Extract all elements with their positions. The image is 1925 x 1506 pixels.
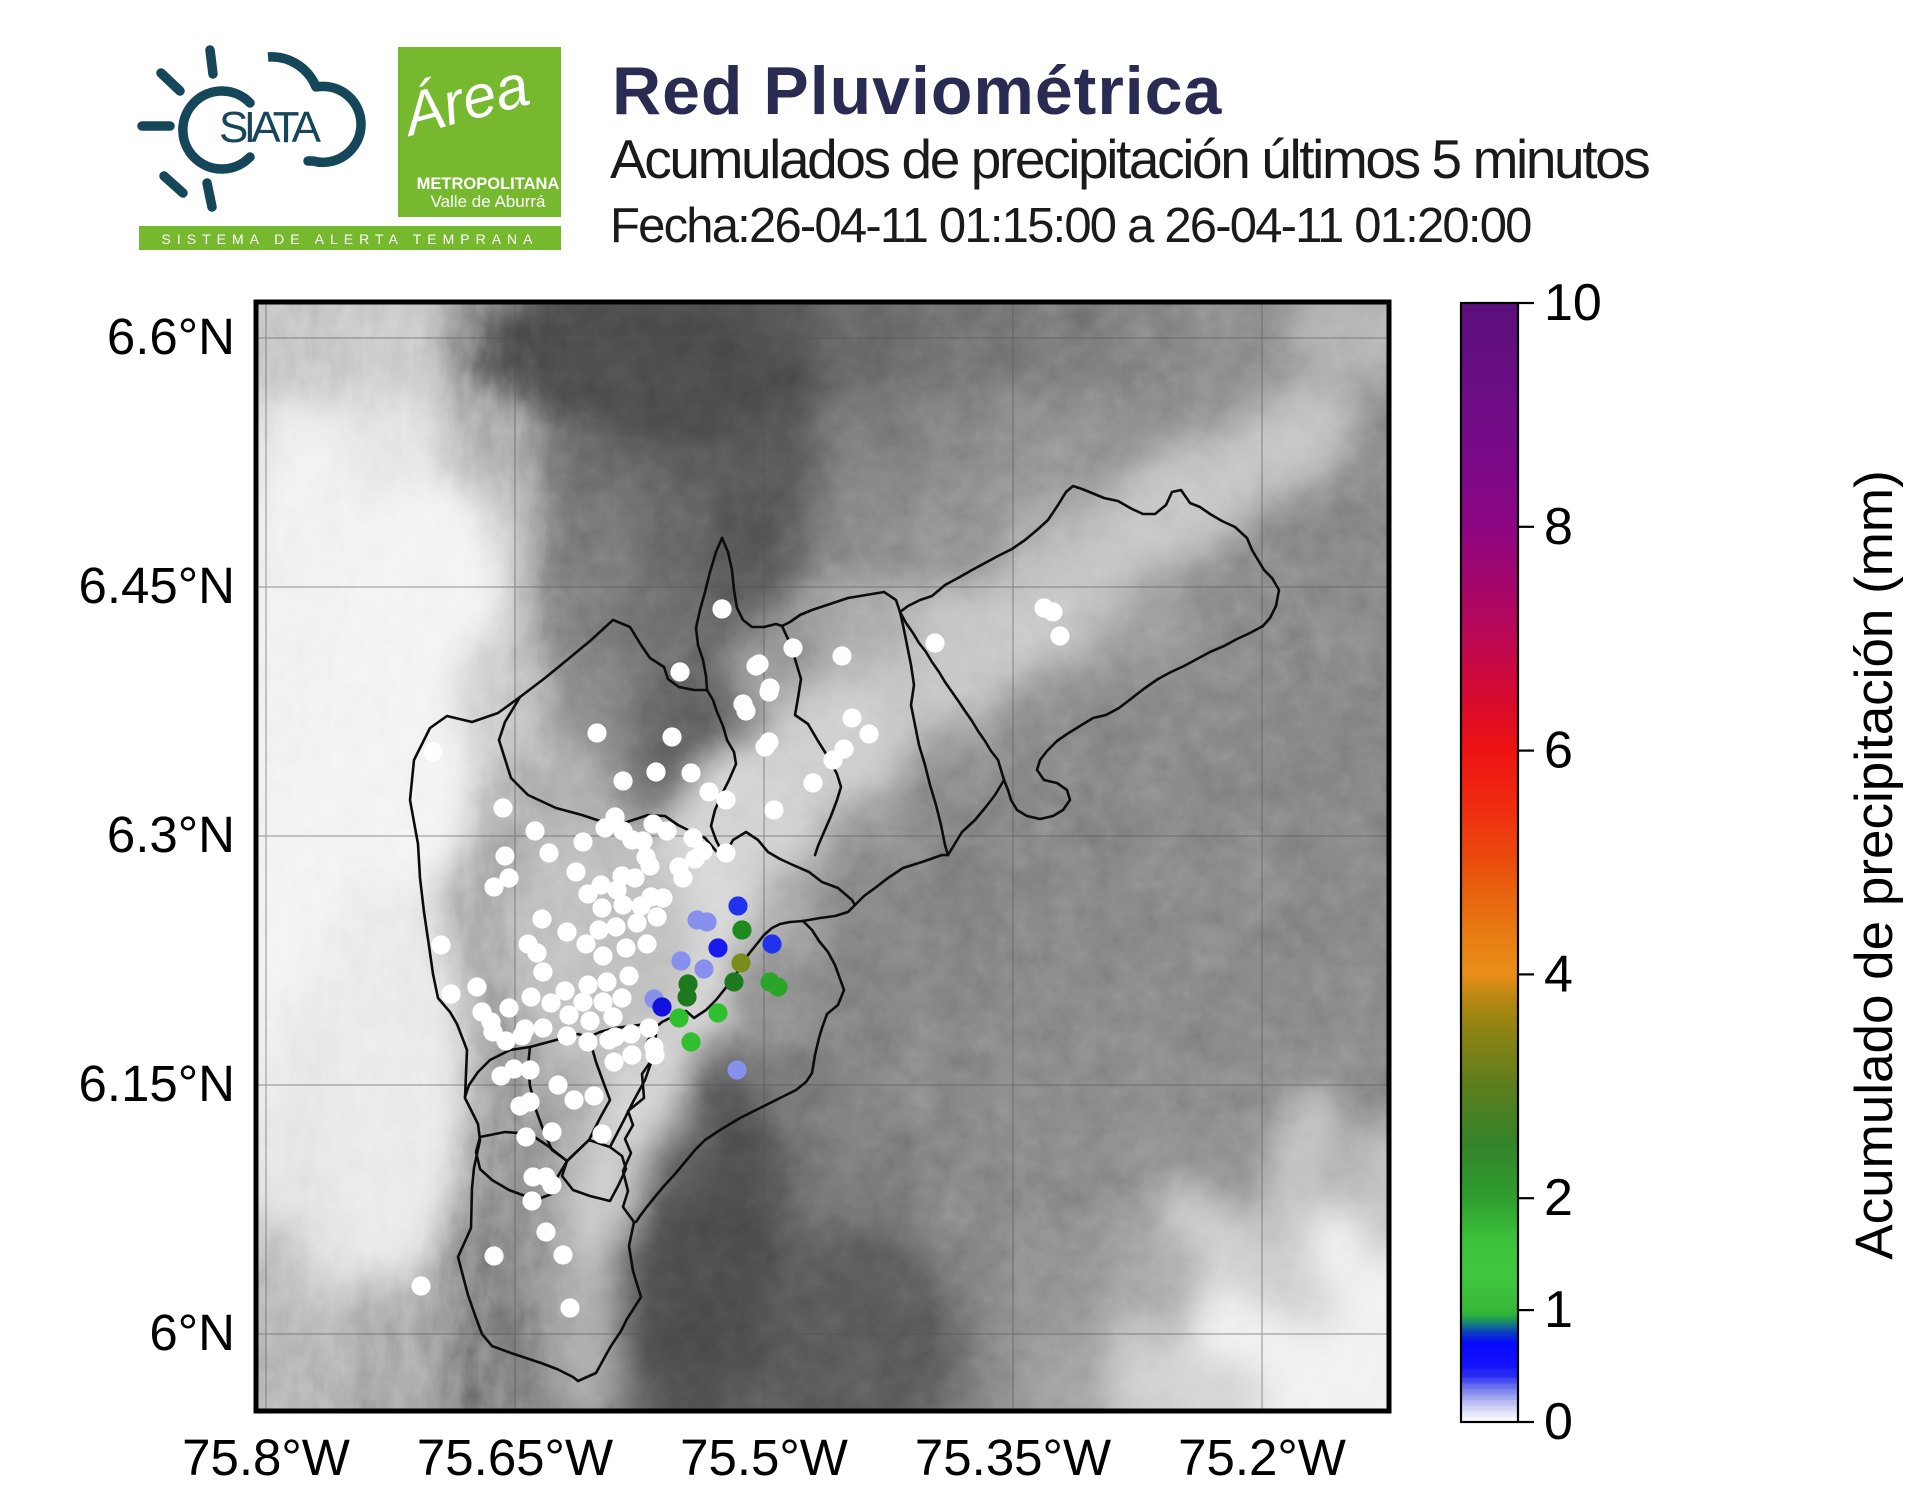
svg-text:6: 6 — [1544, 722, 1573, 780]
svg-text:SISTEMA DE ALERTA TEMPRANA: SISTEMA DE ALERTA TEMPRANA — [162, 231, 539, 247]
svg-text:SIATA: SIATA — [219, 103, 322, 152]
svg-text:1: 1 — [1544, 1281, 1573, 1339]
svg-text:Valle de Aburrá: Valle de Aburrá — [431, 192, 547, 211]
svg-text:4: 4 — [1544, 945, 1573, 1003]
svg-text:0: 0 — [1544, 1393, 1573, 1451]
svg-text:METROPOLITANA: METROPOLITANA — [417, 175, 560, 193]
svg-text:8: 8 — [1544, 498, 1573, 556]
svg-text:10: 10 — [1544, 274, 1602, 332]
svg-text:2: 2 — [1544, 1169, 1573, 1227]
